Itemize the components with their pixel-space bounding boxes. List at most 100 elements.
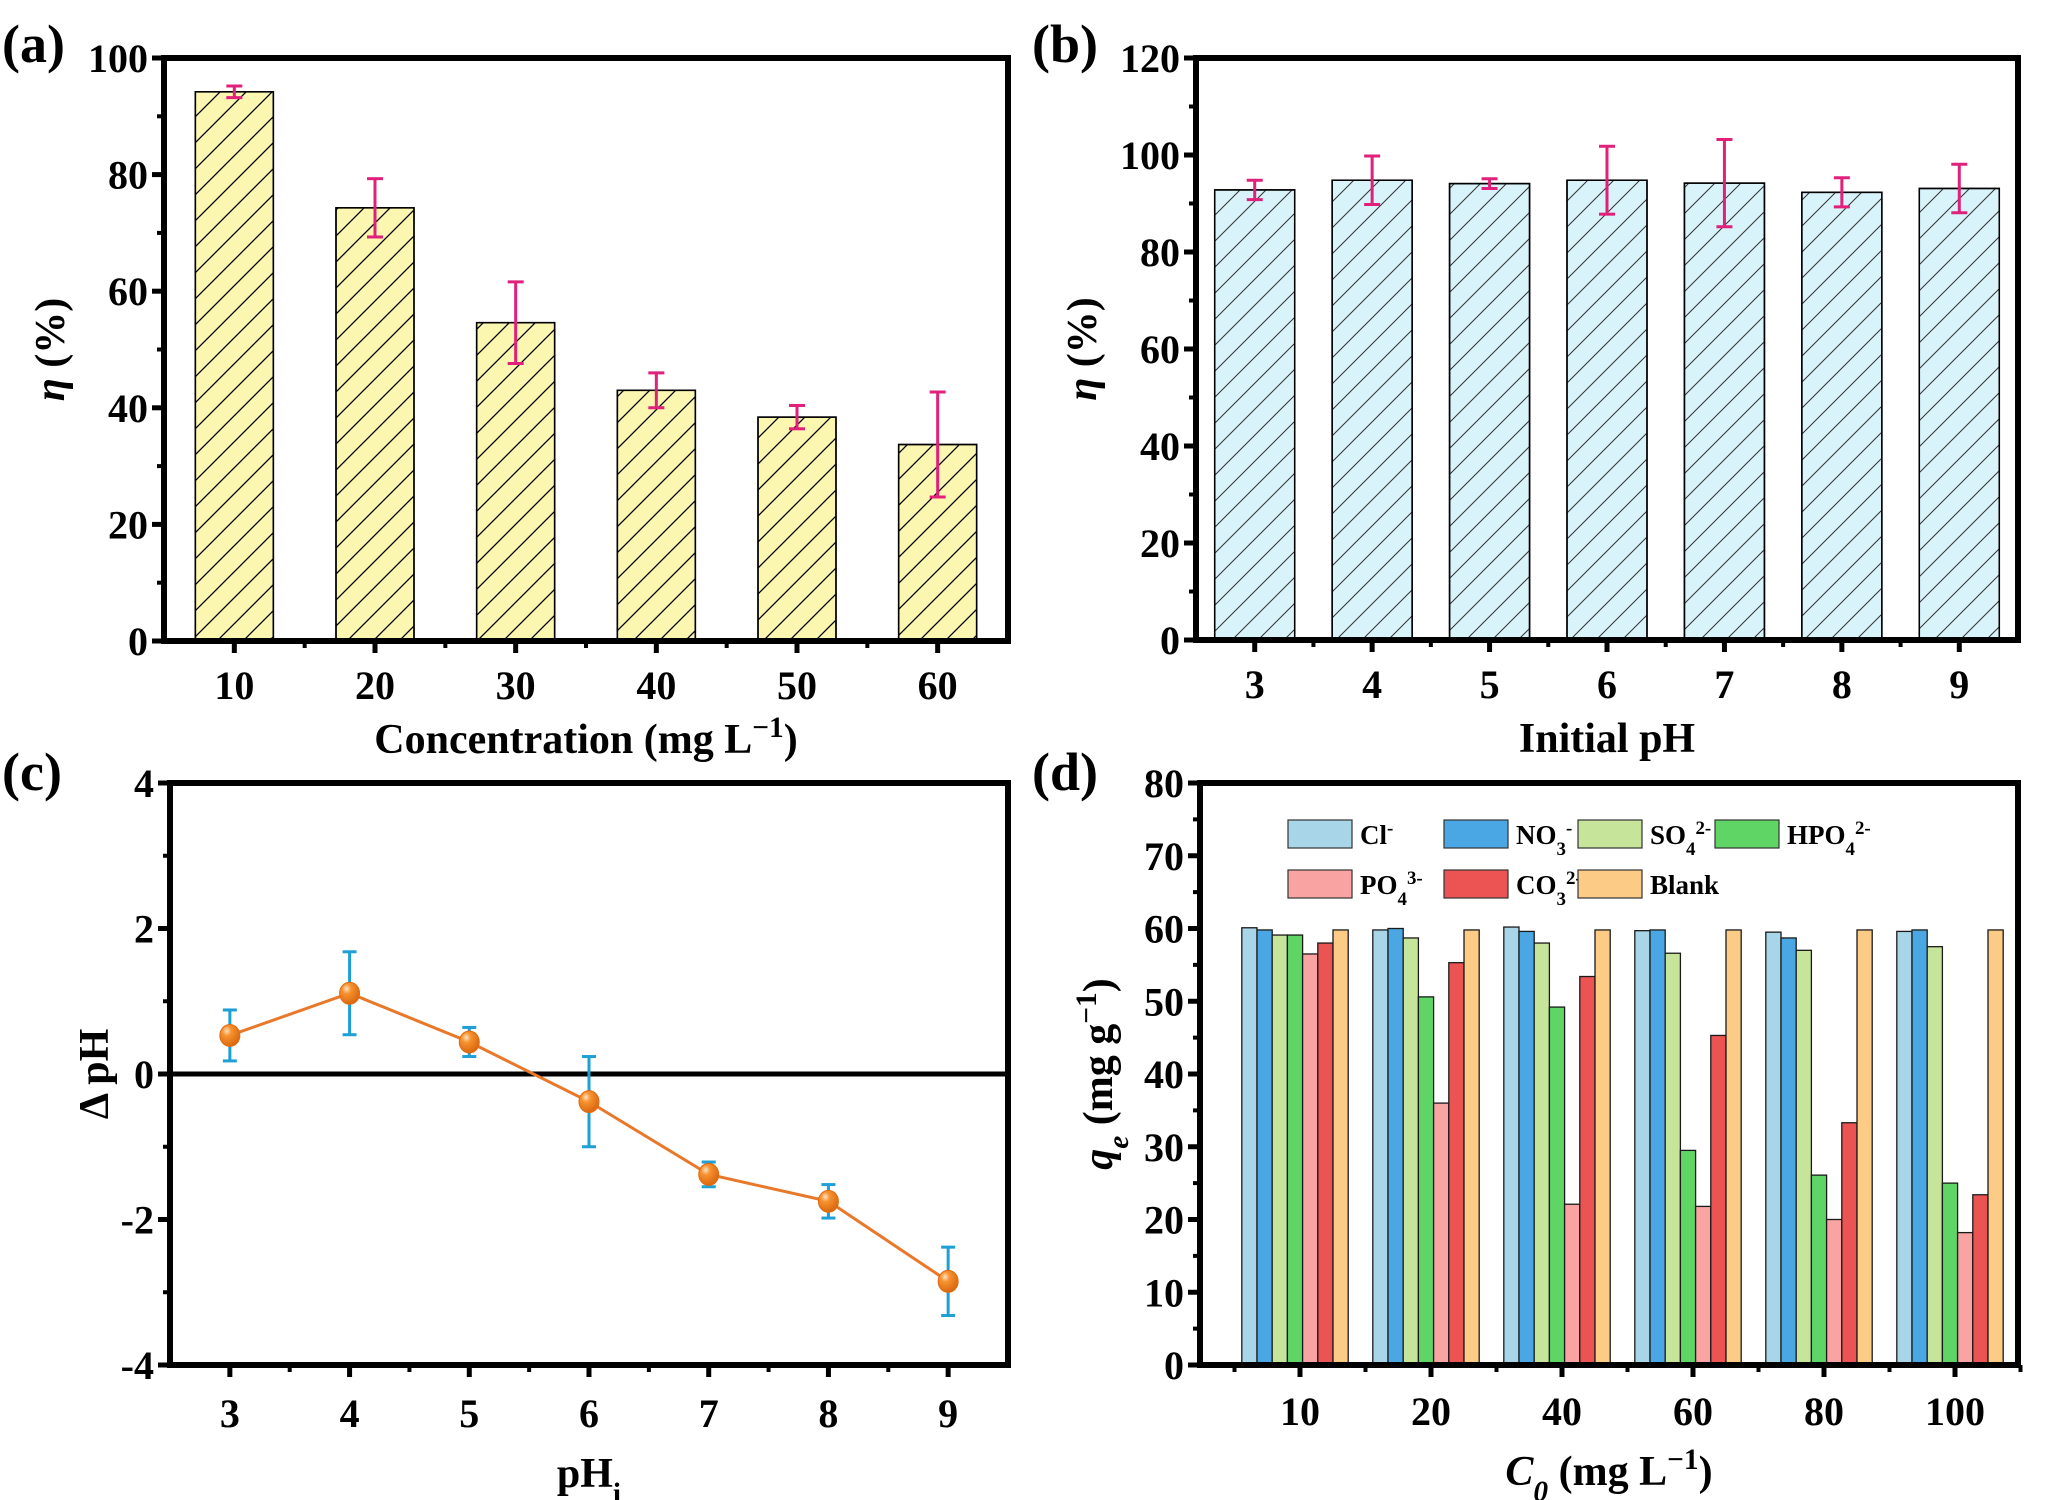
bar-hatch [1801, 191, 1883, 641]
bar-co [1710, 1034, 1727, 1366]
bar-blank [1725, 929, 1742, 1366]
data-point [817, 1189, 839, 1213]
bar-hpo [1286, 934, 1304, 1366]
bar-hpo [1417, 996, 1435, 1366]
bar-cl [1634, 930, 1651, 1366]
x-tick-label: 9 [1949, 662, 1969, 707]
panel-label: (c) [2, 742, 62, 802]
legend-swatch [1287, 869, 1353, 899]
bar-so [1402, 937, 1420, 1366]
x-tick-label: 3 [220, 1391, 240, 1436]
legend-label: PO43- [1360, 868, 1423, 910]
x-tick-label: 7 [1714, 662, 1734, 707]
x-tick-label: 9 [938, 1391, 958, 1436]
x-tick-label: 100 [1925, 1389, 1985, 1434]
y-tick-label: 40 [1144, 1052, 1184, 1097]
y-tick-label: 80 [108, 153, 148, 198]
legend-item: Blank [1577, 869, 1719, 900]
data-point [937, 1269, 959, 1293]
x-tick-label: 20 [355, 663, 395, 708]
bar-hatch [616, 389, 697, 642]
bar-no [1780, 937, 1797, 1366]
bar-blank [1463, 929, 1480, 1366]
bar-blank [1332, 929, 1349, 1366]
y-tick-label: 0 [1160, 618, 1180, 663]
y-tick-label: 20 [1140, 521, 1180, 566]
bar-po [1432, 1102, 1450, 1366]
bar-hpo [1941, 1182, 1959, 1366]
legend-label: NO3- [1516, 818, 1572, 860]
y-tick-label: 0 [134, 1052, 154, 1097]
legend-swatch [1577, 819, 1643, 849]
y-tick-label: -4 [121, 1343, 154, 1388]
bar-cl [1241, 927, 1258, 1366]
bar-hatch [335, 207, 415, 642]
y-axis-title: qe (mg g−1) [1071, 978, 1135, 1169]
y-tick-label: 50 [1144, 979, 1184, 1024]
legend-item: HPO42- [1714, 818, 1871, 860]
legend-swatch [1443, 869, 1509, 899]
x-axis-title: Concentration (mg L−1) [374, 712, 797, 763]
y-tick-label: 20 [108, 502, 148, 547]
bar-cl [1896, 930, 1913, 1366]
bar-so [1271, 934, 1289, 1366]
bar-hpo [1679, 1149, 1697, 1366]
y-tick-label: 70 [1144, 834, 1184, 879]
bar-po [1301, 953, 1319, 1366]
x-tick-label: 5 [459, 1391, 479, 1436]
bar-hatch [1448, 182, 1531, 641]
y-tick-label: 4 [134, 761, 154, 806]
bar-hatch [475, 321, 556, 642]
x-tick-label: 3 [1245, 662, 1265, 707]
bar-co [1579, 975, 1596, 1366]
bar-co [1317, 942, 1334, 1366]
x-tick-label: 5 [1480, 662, 1500, 707]
bar-no [1256, 929, 1273, 1366]
legend-swatch [1577, 869, 1643, 899]
legend-label: HPO42- [1787, 818, 1871, 860]
y-tick-label: 30 [1144, 1125, 1184, 1170]
y-tick-label: 40 [108, 386, 148, 431]
bar-so [1926, 946, 1944, 1366]
legend-label: SO42- [1650, 818, 1711, 860]
bar-hpo [1548, 1006, 1566, 1366]
x-tick-label: 40 [636, 663, 676, 708]
y-tick-label: 60 [1140, 327, 1180, 372]
panel-a: 10 20 30 40 50 60 0 20 40 60 80 100 (a) Concentration… [2, 14, 1011, 763]
x-tick-label: 40 [1542, 1389, 1582, 1434]
panel-d: 10 20 40 60 80 100 0 10 20 30 40 50 60 70 80 Cl- NO3- SO4… [1032, 742, 2023, 1500]
bar-po [1956, 1231, 1974, 1366]
panel-b: 3 4 5 6 7 8 9 0 20 40 60 80 100 120 (b) Initial pH η (%) [1032, 14, 2021, 762]
y-tick-label: -2 [121, 1198, 154, 1243]
y-axis-title: η (%) [1060, 297, 1106, 401]
x-tick-label: 4 [1362, 662, 1382, 707]
data-point [578, 1090, 600, 1114]
bar-po [1694, 1205, 1712, 1366]
legend-item: Cl- [1287, 818, 1393, 851]
y-axis-title: Δ pH [72, 1029, 118, 1120]
bar-so [1664, 952, 1682, 1366]
y-tick-label: 80 [1140, 230, 1180, 275]
panel-c: -4 -2 0 2 4 3 4 5 6 7 8 9 (c) pHi Δ pH [2, 742, 1011, 1500]
bar-cl [1372, 929, 1389, 1366]
legend-item: CO32- [1443, 868, 1582, 910]
bar-so [1533, 942, 1551, 1366]
legend-label: Cl- [1360, 818, 1393, 851]
y-tick-label: 20 [1144, 1198, 1184, 1243]
x-tick-label: 4 [340, 1391, 360, 1436]
bar-po [1825, 1218, 1843, 1366]
x-axis-title: Initial pH [1519, 716, 1695, 762]
panel-label: (a) [2, 14, 65, 74]
y-tick-label: 60 [1144, 907, 1184, 952]
bar-co [1841, 1122, 1858, 1366]
legend-label: CO32- [1516, 868, 1582, 910]
y-tick-label: 2 [134, 907, 154, 952]
legend: Cl- NO3- SO42- HPO42- PO43- CO32- Blank [1287, 818, 1871, 910]
data-point [458, 1030, 480, 1054]
y-tick-label: 10 [1144, 1270, 1184, 1315]
y-axis-title: η (%) [28, 298, 74, 402]
bar-blank [1856, 929, 1873, 1366]
bar-hatch [1566, 179, 1648, 641]
x-tick-label: 60 [918, 663, 958, 708]
